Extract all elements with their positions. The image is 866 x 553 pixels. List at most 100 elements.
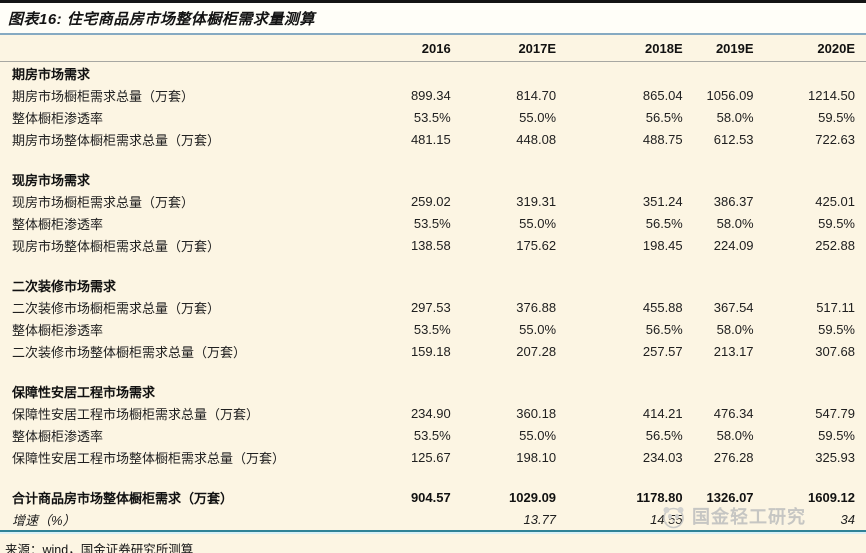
row-label: 增速（%）	[12, 512, 76, 528]
row-label: 合计商品房市场整体橱柜需求（万套）	[12, 490, 234, 506]
section-title: 二次装修市场需求	[12, 278, 117, 294]
cell-value: 481.15	[410, 131, 451, 147]
cell-value: 488.75	[642, 131, 683, 147]
column-header-empty	[0, 36, 360, 62]
cell-value: 276.28	[713, 449, 754, 465]
source-note: 来源：wind，国金证券研究所测算	[5, 543, 194, 553]
cell-value: 55.0%	[519, 109, 557, 125]
section-header-affordable-housing: 保障性安居工程市场需求	[0, 380, 866, 402]
cell-value: 360.18	[516, 405, 557, 421]
section-header-presale: 期房市场需求	[0, 62, 866, 85]
cell-value: 351.24	[642, 193, 683, 209]
cell-value: 34	[840, 511, 855, 527]
cell-value: 1214.50	[808, 87, 855, 103]
row-label: 二次装修市场整体橱柜需求总量（万套）	[12, 344, 247, 360]
cell-value: 53.5%	[413, 109, 451, 125]
cell-value: 376.88	[516, 299, 557, 315]
cell-value: 1029.09	[509, 489, 557, 505]
cell-value: 547.79	[815, 405, 855, 421]
cell-value: 55.0%	[519, 321, 557, 337]
cell-value: 259.02	[410, 193, 451, 209]
cell-value: 1056.09	[706, 87, 754, 103]
cell-value: 904.57	[410, 489, 451, 505]
section-header-completed: 现房市场需求	[0, 168, 866, 190]
section-spacer	[0, 150, 866, 168]
footer-divider	[0, 530, 866, 534]
demand-table: 2016 2017E 2018E 2019E 2020E 期房市场需求 期房市场…	[0, 36, 866, 530]
table-row: 整体橱柜渗透率 53.5% 55.0% 56.5% 58.0% 59.5%	[0, 106, 866, 128]
cell-value: 307.68	[815, 343, 855, 359]
cell-value: 58.0%	[716, 427, 754, 443]
table-row: 二次装修市场整体橱柜需求总量（万套） 159.18 207.28 257.57 …	[0, 340, 866, 362]
cell-value: 297.53	[410, 299, 451, 315]
row-label: 整体橱柜渗透率	[12, 428, 104, 444]
cell-value	[683, 508, 754, 530]
cell-value: 257.57	[642, 343, 683, 359]
row-label: 整体橱柜渗透率	[12, 322, 104, 338]
section-title: 期房市场需求	[12, 66, 91, 82]
cell-value: 476.34	[713, 405, 754, 421]
table-row: 整体橱柜渗透率 53.5% 55.0% 56.5% 58.0% 59.5%	[0, 424, 866, 446]
cell-value: 722.63	[815, 131, 855, 147]
column-header-row: 2016 2017E 2018E 2019E 2020E	[0, 36, 866, 62]
cell-value: 53.5%	[413, 427, 451, 443]
cell-value: 234.03	[642, 449, 683, 465]
cell-value: 252.88	[815, 237, 855, 253]
cell-value: 1609.12	[808, 489, 855, 505]
total-row: 合计商品房市场整体橱柜需求（万套） 904.57 1029.09 1178.80…	[0, 486, 866, 508]
cell-value: 814.70	[516, 87, 557, 103]
cell-value: 455.88	[642, 299, 683, 315]
cell-value: 53.5%	[413, 321, 451, 337]
row-label: 二次装修市场橱柜需求总量（万套）	[12, 300, 221, 316]
column-header-2016: 2016	[359, 36, 451, 62]
cell-value: 198.45	[642, 237, 683, 253]
table-row: 保障性安居工程市场橱柜需求总量（万套） 234.90 360.18 414.21…	[0, 402, 866, 424]
cell-value: 865.04	[642, 87, 683, 103]
cell-value: 125.67	[410, 449, 451, 465]
table-row: 现房市场整体橱柜需求总量（万套） 138.58 175.62 198.45 22…	[0, 234, 866, 256]
cell-value: 59.5%	[818, 321, 855, 337]
table-row: 保障性安居工程市场整体橱柜需求总量（万套） 125.67 198.10 234.…	[0, 446, 866, 468]
cell-value: 224.09	[713, 237, 754, 253]
cell-value: 319.31	[516, 193, 557, 209]
cell-value: 414.21	[642, 405, 683, 421]
cell-value: 58.0%	[716, 109, 754, 125]
cell-value: 56.5%	[645, 427, 683, 443]
cell-value: 59.5%	[818, 215, 855, 231]
cell-value: 56.5%	[645, 321, 683, 337]
section-header-renovation: 二次装修市场需求	[0, 274, 866, 296]
page-title: 图表16: 住宅商品房市场整体橱柜需求量测算	[0, 3, 866, 33]
growth-row: 增速（%） 13.77 14.55 34	[0, 508, 866, 530]
cell-value: 56.5%	[645, 109, 683, 125]
cell-value	[360, 508, 451, 530]
cell-value: 517.11	[816, 299, 855, 315]
cell-value: 138.58	[410, 237, 451, 253]
cell-value: 448.08	[516, 131, 557, 147]
title-divider	[0, 33, 866, 35]
cell-value: 58.0%	[716, 321, 754, 337]
cell-value: 386.37	[713, 193, 754, 209]
section-title: 保障性安居工程市场需求	[12, 384, 156, 400]
cell-value: 213.17	[713, 343, 754, 359]
table-row: 整体橱柜渗透率 53.5% 55.0% 56.5% 58.0% 59.5%	[0, 212, 866, 234]
row-label: 保障性安居工程市场整体橱柜需求总量（万套）	[12, 450, 286, 466]
cell-value: 367.54	[713, 299, 754, 315]
column-header-2018e: 2018E	[556, 36, 683, 62]
cell-value: 56.5%	[645, 215, 683, 231]
row-label: 期房市场橱柜需求总量（万套）	[12, 88, 195, 104]
cell-value: 425.01	[815, 193, 855, 209]
row-label: 整体橱柜渗透率	[12, 216, 104, 232]
table-row: 整体橱柜渗透率 53.5% 55.0% 56.5% 58.0% 59.5%	[0, 318, 866, 340]
cell-value: 59.5%	[818, 109, 855, 125]
row-label: 整体橱柜渗透率	[12, 110, 104, 126]
section-spacer	[0, 468, 866, 486]
cell-value: 899.34	[410, 87, 451, 103]
table-row: 现房市场橱柜需求总量（万套） 259.02 319.31 351.24 386.…	[0, 190, 866, 212]
cell-value: 55.0%	[519, 427, 557, 443]
row-label: 期房市场整体橱柜需求总量（万套）	[12, 132, 221, 148]
cell-value: 175.62	[516, 237, 557, 253]
row-label: 保障性安居工程市场橱柜需求总量（万套）	[12, 406, 260, 422]
cell-value: 13.77	[523, 511, 557, 527]
section-spacer	[0, 362, 866, 380]
